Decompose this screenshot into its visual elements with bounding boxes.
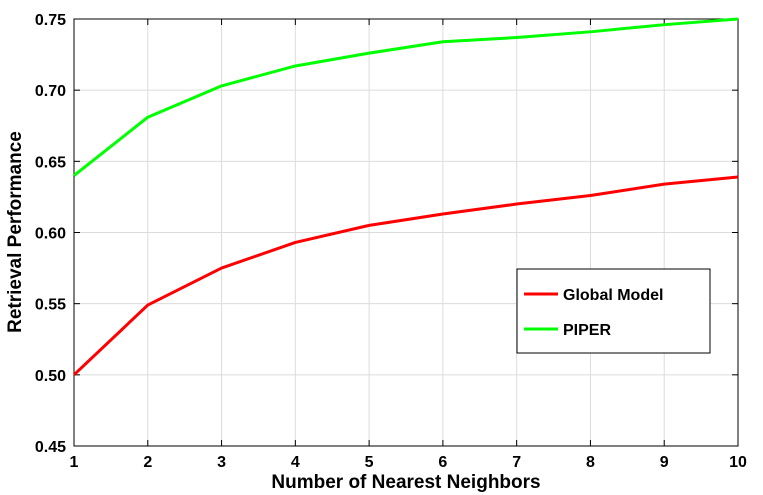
y-tick-label: 0.60 xyxy=(35,226,66,243)
legend-box xyxy=(516,268,711,354)
legend: Global Model PIPER xyxy=(516,268,711,354)
series-line-global-model xyxy=(72,175,739,376)
y-tick-label: 0.45 xyxy=(35,439,66,456)
x-tick-label: 10 xyxy=(729,454,747,471)
y-tick-label: 0.55 xyxy=(35,297,66,314)
axis-ticks: 1 2 3 4 5 6 7 8 9 10 0.45 0.50 0.55 0.60 0.65 0.70 0.75 xyxy=(35,12,747,471)
x-tick-label: 7 xyxy=(512,454,521,471)
legend-label-piper: PIPER xyxy=(563,322,611,339)
legend-label-global-model: Global Model xyxy=(563,287,663,304)
y-tick-label: 0.75 xyxy=(35,12,66,29)
x-tick-label: 2 xyxy=(143,454,152,471)
x-tick-label: 8 xyxy=(586,454,595,471)
x-tick-label: 6 xyxy=(438,454,447,471)
x-tick-label: 9 xyxy=(660,454,669,471)
x-tick-label: 5 xyxy=(365,454,374,471)
series-line-piper xyxy=(73,17,739,177)
x-tick-label: 1 xyxy=(70,454,79,471)
series-lines xyxy=(72,17,739,376)
y-axis-title: Retrieval Performance xyxy=(5,131,26,333)
y-tick-label: 0.65 xyxy=(35,154,66,171)
grid xyxy=(73,18,739,447)
y-tick-label: 0.50 xyxy=(35,368,66,385)
y-tick-label: 0.70 xyxy=(35,83,66,100)
x-tick-label: 4 xyxy=(291,454,300,471)
x-axis-title: Number of Nearest Neighbors xyxy=(271,472,540,493)
x-tick-label: 3 xyxy=(217,454,226,471)
